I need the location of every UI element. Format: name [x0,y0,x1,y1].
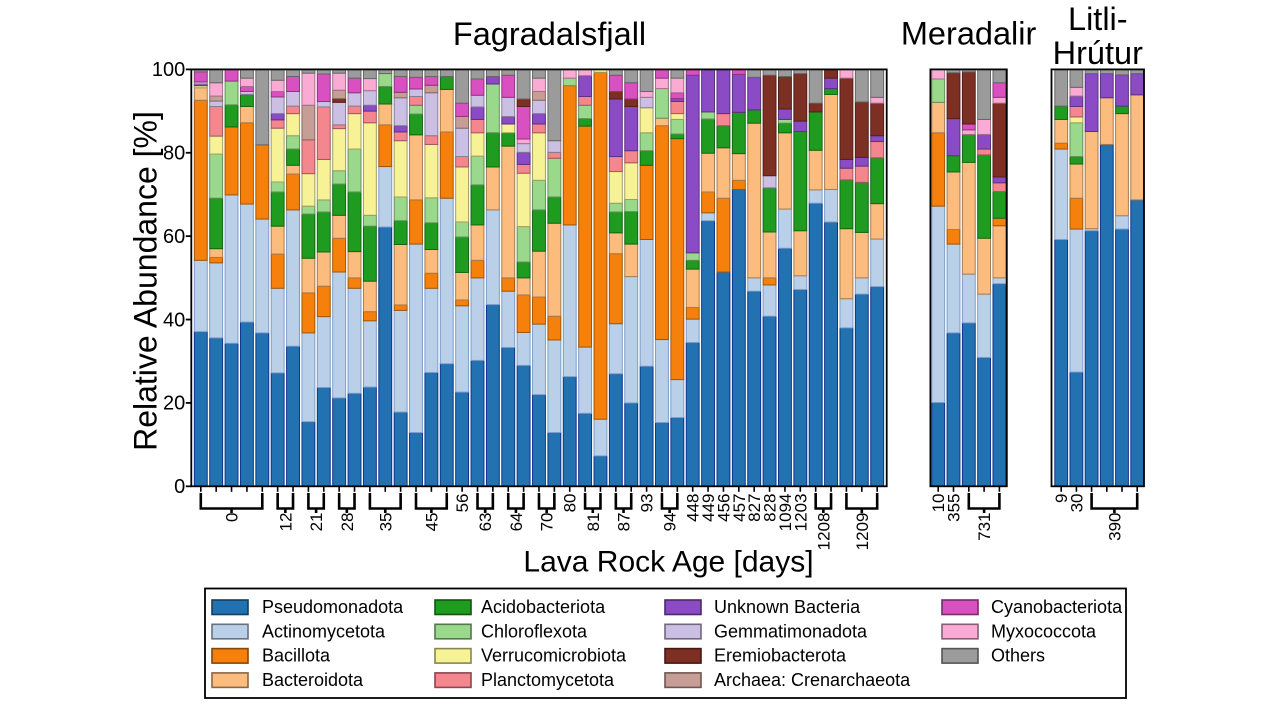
svg-text:Archaea: Crenarchaeota: Archaea: Crenarchaeota [714,670,911,690]
svg-text:Hrútur: Hrútur [1053,35,1143,71]
svg-text:448: 448 [684,494,703,522]
svg-text:87: 87 [615,513,634,532]
svg-text:355: 355 [945,494,964,522]
svg-text:Cyanobacteriota: Cyanobacteriota [991,597,1123,617]
svg-text:20: 20 [163,393,185,415]
svg-text:Relative Abundance [%]: Relative Abundance [%] [128,111,164,451]
svg-text:1203: 1203 [791,494,810,532]
svg-text:21: 21 [307,513,326,532]
svg-text:Gemmatimonadota: Gemmatimonadota [714,621,868,641]
svg-text:Actinomycetota: Actinomycetota [262,621,386,641]
svg-text:81: 81 [584,513,603,532]
svg-text:Bacillota: Bacillota [262,646,331,666]
svg-text:Fagradalsfjall: Fagradalsfjall [453,16,646,52]
svg-text:Acidobacteriota: Acidobacteriota [481,597,606,617]
svg-text:45: 45 [422,513,441,532]
svg-text:1208: 1208 [814,513,833,551]
svg-text:1209: 1209 [853,513,872,551]
svg-text:Planctomycetota: Planctomycetota [481,670,615,690]
svg-text:Chloroflexota: Chloroflexota [481,621,588,641]
svg-text:12: 12 [276,513,295,532]
svg-text:100: 100 [152,59,185,81]
svg-text:Litli-: Litli- [1068,1,1128,37]
svg-text:80: 80 [163,143,185,165]
svg-text:80: 80 [561,494,580,513]
svg-text:Pseudomonadota: Pseudomonadota [262,597,404,617]
svg-text:63: 63 [476,513,495,532]
svg-text:Myxococcota: Myxococcota [991,621,1097,641]
svg-text:456: 456 [714,494,733,522]
svg-text:731: 731 [975,513,994,541]
svg-text:390: 390 [1105,513,1124,541]
svg-text:10: 10 [929,494,948,513]
svg-text:Verrucomicrobiota: Verrucomicrobiota [481,646,627,666]
svg-text:9: 9 [1052,494,1071,503]
svg-text:Unknown Bacteria: Unknown Bacteria [714,597,861,617]
svg-text:35: 35 [376,513,395,532]
svg-text:70: 70 [538,513,557,532]
svg-text:28: 28 [338,513,357,532]
svg-text:94: 94 [661,513,680,532]
svg-text:64: 64 [507,513,526,532]
svg-text:828: 828 [761,494,780,522]
svg-text:457: 457 [730,494,749,522]
svg-text:93: 93 [638,494,657,513]
svg-text:60: 60 [163,226,185,248]
svg-text:0: 0 [174,476,185,498]
svg-text:449: 449 [699,494,718,522]
svg-text:827: 827 [745,494,764,522]
svg-text:Others: Others [991,646,1045,666]
svg-text:Meradalir: Meradalir [901,16,1037,52]
svg-text:1094: 1094 [776,494,795,532]
svg-text:30: 30 [1067,494,1086,513]
svg-text:56: 56 [453,494,472,513]
svg-text:0: 0 [223,513,242,522]
svg-text:40: 40 [163,309,185,331]
svg-text:Bacteroidota: Bacteroidota [262,670,364,690]
svg-text:Eremiobacterota: Eremiobacterota [714,646,847,666]
svg-text:Lava Rock Age [days]: Lava Rock Age [days] [523,546,813,579]
